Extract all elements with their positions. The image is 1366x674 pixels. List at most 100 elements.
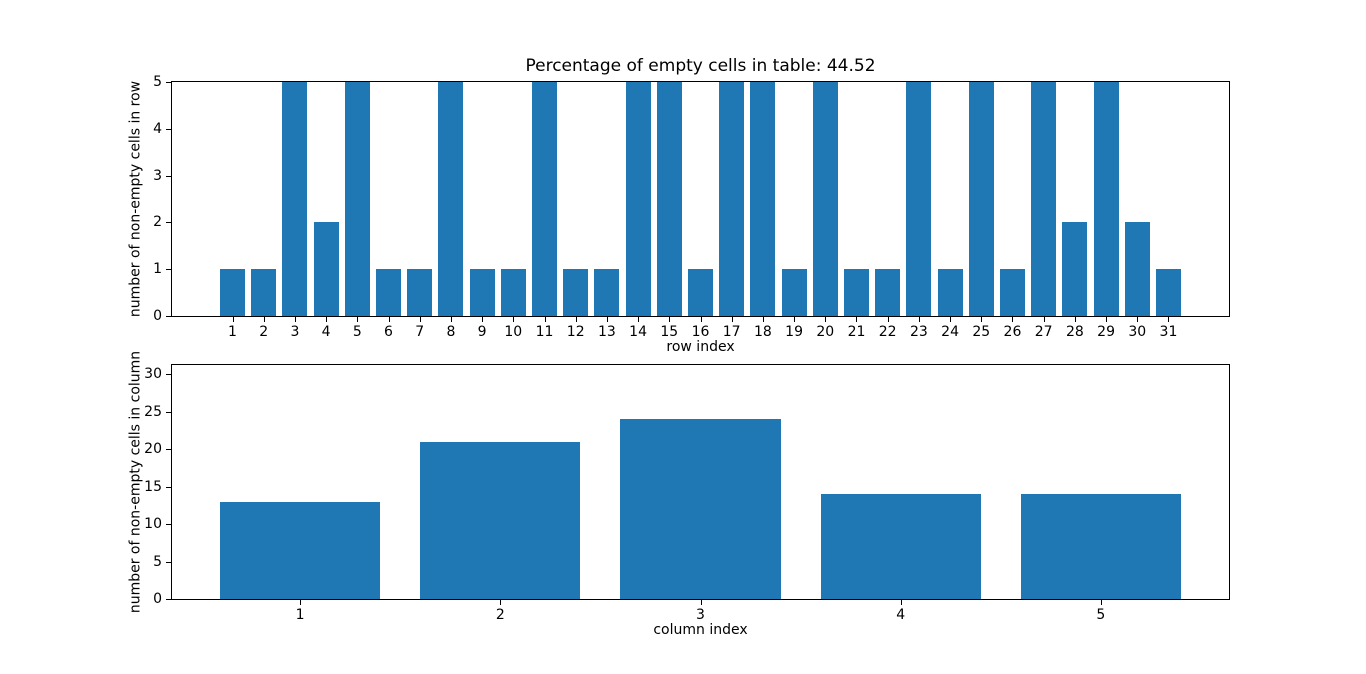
x-tick-label: 13: [597, 324, 616, 340]
y-tick: [166, 316, 171, 317]
x-tick: [232, 317, 234, 322]
y-tick: [166, 561, 171, 563]
bar-25: [968, 82, 994, 316]
x-tick-label: 12: [566, 324, 585, 340]
x-tick: [606, 317, 608, 322]
x-tick: [419, 317, 421, 322]
bar-9: [469, 269, 495, 316]
x-tick-label: 2: [259, 324, 269, 340]
x-tick-label: 2: [495, 607, 505, 623]
x-tick-label: 23: [909, 324, 928, 340]
x-axis-label: column index: [653, 622, 748, 638]
x-tick: [1043, 317, 1045, 322]
y-tick: [166, 486, 171, 488]
x-tick-label: 26: [1003, 324, 1022, 340]
x-axis-label: row index: [666, 339, 735, 355]
x-tick-label: 27: [1034, 324, 1053, 340]
x-tick: [825, 317, 827, 322]
x-tick: [1012, 317, 1014, 322]
x-tick: [500, 600, 502, 605]
x-tick-label: 3: [696, 607, 705, 623]
x-tick: [1074, 317, 1076, 322]
bar-8: [438, 82, 464, 316]
bar-17: [719, 82, 745, 316]
bar-19: [781, 269, 807, 316]
y-tick: [166, 269, 171, 271]
bar-29: [1093, 82, 1119, 316]
x-tick-label: 1: [295, 607, 305, 623]
x-tick-label: 17: [722, 324, 741, 340]
x-tick-label: 15: [660, 324, 679, 340]
y-tick: [166, 411, 171, 413]
x-tick: [513, 317, 515, 322]
bar-30: [1124, 222, 1150, 316]
x-tick-label: 10: [504, 324, 523, 340]
x-tick-label: 4: [321, 324, 331, 340]
bar-16: [688, 269, 713, 316]
x-tick-label: 1: [228, 324, 237, 340]
x-tick: [1168, 317, 1170, 322]
y-tick-label: 20: [144, 441, 162, 457]
bar-4: [313, 222, 339, 316]
bar-1: [220, 269, 245, 316]
y-tick-label: 5: [153, 74, 162, 90]
bar-4: [820, 494, 981, 599]
y-tick: [166, 599, 171, 600]
x-tick-label: 11: [535, 324, 554, 340]
y-tick-label: 0: [153, 308, 162, 324]
x-tick-label: 22: [878, 324, 897, 340]
x-tick: [326, 317, 328, 322]
plot-area: [171, 364, 1230, 600]
y-tick-label: 5: [153, 553, 162, 570]
x-tick: [794, 317, 796, 322]
x-tick: [700, 317, 702, 322]
bar-5: [1020, 494, 1181, 599]
bar-23: [906, 82, 932, 316]
chart-title: Percentage of empty cells in table: 44.5…: [525, 56, 876, 76]
bar-7: [407, 269, 433, 316]
y-tick: [166, 374, 171, 375]
bar-6: [376, 269, 401, 316]
x-tick: [263, 317, 265, 322]
x-tick: [1137, 317, 1139, 322]
x-tick: [669, 317, 671, 322]
x-tick-label: 28: [1065, 324, 1084, 340]
bar-5: [344, 82, 370, 316]
x-tick-label: 29: [1097, 324, 1115, 340]
bar-3: [620, 419, 781, 599]
y-tick-label: 3: [153, 167, 162, 184]
y-tick: [166, 82, 171, 83]
x-tick-label: 21: [847, 324, 866, 340]
x-tick-label: 20: [816, 324, 835, 340]
x-tick-label: 30: [1128, 324, 1147, 340]
x-tick-label: 19: [785, 324, 804, 340]
y-tick: [166, 175, 171, 177]
x-tick-label: 4: [896, 607, 906, 623]
x-tick-label: 7: [415, 324, 425, 340]
x-tick-label: 5: [352, 324, 362, 340]
bar-24: [937, 269, 963, 316]
y-tick: [166, 524, 171, 525]
bar-20: [812, 82, 838, 316]
bar-22: [875, 269, 901, 316]
x-tick: [762, 317, 764, 322]
x-tick: [300, 600, 302, 605]
x-tick-label: 9: [477, 324, 487, 340]
bar-14: [625, 82, 651, 316]
x-tick-label: 14: [629, 324, 648, 340]
x-tick: [575, 317, 577, 322]
x-tick: [482, 317, 484, 322]
x-tick-label: 6: [384, 324, 393, 340]
x-tick: [731, 317, 733, 322]
x-tick: [638, 317, 640, 322]
bar-1: [220, 501, 381, 599]
y-tick-label: 4: [153, 120, 162, 137]
bar-12: [563, 269, 589, 316]
x-tick: [544, 317, 546, 322]
bar-21: [844, 269, 869, 316]
x-tick: [856, 317, 858, 322]
y-tick-label: 25: [144, 403, 162, 420]
x-tick-label: 5: [1096, 607, 1106, 623]
